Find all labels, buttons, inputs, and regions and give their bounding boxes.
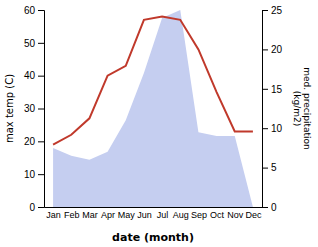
tick: Jul [157, 210, 169, 220]
tick-mark [38, 10, 44, 11]
tick: 20 [262, 44, 283, 55]
tick-mark [262, 168, 268, 169]
tick: Jan [46, 210, 61, 220]
tick-label: 30 [24, 103, 36, 114]
tick-label: 40 [24, 70, 36, 81]
tick: Sep [191, 210, 207, 220]
tick: 0 [262, 202, 277, 213]
tick-mark [262, 49, 268, 50]
tick-mark [262, 10, 268, 11]
tick-label: Oct [210, 210, 225, 220]
tick-label: May [118, 210, 136, 220]
tick: 60 [24, 5, 44, 16]
tick: 40 [24, 70, 44, 81]
tick-mark [38, 141, 44, 142]
tick-label: 15 [271, 84, 283, 95]
tick-label: 50 [24, 38, 36, 49]
tick: Dec [245, 210, 262, 220]
tick: May [118, 210, 136, 220]
tick: Mar [82, 210, 98, 220]
y2-label: med. precipitation(kg/m2) [292, 67, 312, 149]
chart: 01020304050600510152025JanFebMarAprMayJu… [0, 0, 318, 247]
tick-label: Jun [137, 210, 152, 220]
tick-label: 10 [24, 169, 36, 180]
tick-label: Mar [82, 210, 98, 220]
tick-label: Feb [64, 210, 80, 220]
tick-mark [38, 43, 44, 44]
tick-label: Aug [173, 210, 189, 220]
tick-label: 0 [29, 202, 35, 213]
tick: 20 [24, 136, 44, 147]
tick-label: Jul [157, 210, 169, 220]
tick: Nov [227, 210, 244, 220]
tick: Jun [137, 210, 152, 220]
tick-label: 20 [24, 136, 36, 147]
y-label: max temp (C) [4, 74, 15, 143]
tick-label: Apr [101, 210, 115, 220]
line [53, 17, 253, 145]
tick-mark [262, 128, 268, 129]
plot: 01020304050600510152025JanFebMarAprMayJu… [24, 5, 283, 221]
tick-mark [262, 89, 268, 90]
tick-label: 60 [24, 5, 36, 16]
x-axis: JanFebMarAprMayJun Jul AugSepOctNovDec [45, 208, 263, 221]
tick-label: 0 [271, 202, 277, 213]
y2-axis: 0 5 10 15 20 25 [262, 5, 283, 213]
y-axis: 0 10 20 30 40 50 60 [24, 5, 45, 213]
tick-mark [38, 207, 44, 208]
tick: Feb [64, 210, 80, 220]
axis-line [263, 11, 269, 208]
tick: Aug [173, 210, 189, 220]
marks [53, 10, 253, 207]
area [53, 10, 253, 207]
axis-line [38, 11, 45, 208]
x-label: date (month) [112, 231, 194, 244]
tick-label: 5 [271, 162, 277, 173]
tick: 0 [29, 202, 44, 213]
tick-label: 25 [271, 5, 283, 16]
tick-label: Dec [245, 210, 262, 220]
tick-label: Jan [46, 210, 61, 220]
tick-label: Nov [227, 210, 244, 220]
tick-mark [38, 109, 44, 110]
tick: Oct [210, 210, 225, 220]
tick: 5 [262, 162, 277, 173]
tick-label: 10 [271, 123, 283, 134]
tick-mark [38, 174, 44, 175]
tick-mark [262, 207, 268, 208]
tick: 25 [262, 5, 283, 16]
tick: 10 [24, 169, 44, 180]
tick-label: Sep [191, 210, 207, 220]
tick: Apr [101, 210, 115, 220]
axis-line [45, 207, 263, 208]
tick: 10 [262, 123, 283, 134]
tick: 15 [262, 84, 283, 95]
tick-mark [38, 76, 44, 77]
tick-label: 20 [271, 44, 283, 55]
tick: 30 [24, 103, 44, 114]
tick: 50 [24, 38, 44, 49]
